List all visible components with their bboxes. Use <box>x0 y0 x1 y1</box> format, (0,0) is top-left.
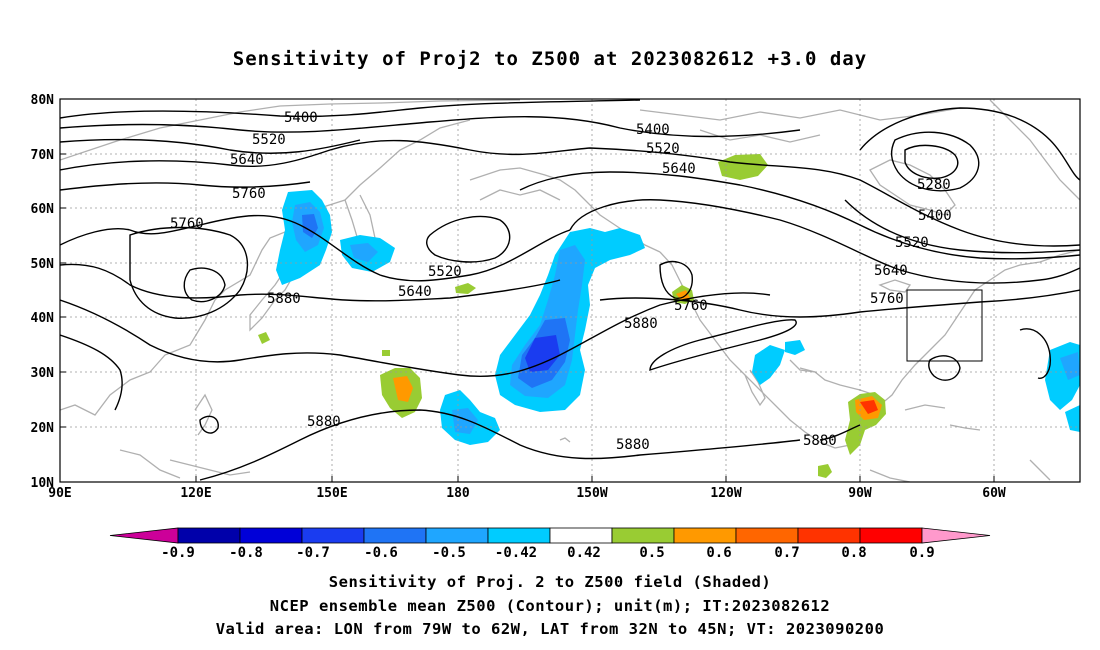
lon-label: 120E <box>180 486 211 501</box>
contour-label: 5880 <box>616 437 650 453</box>
colorbar-tick-label: 0.8 <box>841 545 866 560</box>
colorbar-tick-label: -0.6 <box>364 545 398 560</box>
lat-label: 80N <box>31 93 55 108</box>
lon-label: 90W <box>848 486 872 501</box>
contour-label: 5520 <box>895 235 929 251</box>
lat-label: 40N <box>31 311 55 326</box>
colorbar-segment <box>921 527 991 544</box>
lon-label: 120W <box>710 486 741 501</box>
colorbar-tick-label: 0.42 <box>567 545 601 560</box>
colorbar-segment <box>425 527 489 544</box>
lat-label: 30N <box>31 366 55 381</box>
colorbar-tick-label: -0.9 <box>161 545 195 560</box>
contour-label: 5520 <box>428 264 462 280</box>
lon-label: 90E <box>48 486 71 501</box>
lon-label: 150W <box>576 486 607 501</box>
lat-label: 60N <box>31 202 55 217</box>
colorbar-segment <box>487 527 551 544</box>
valid-area-box <box>906 289 983 362</box>
sensitivity-shading <box>258 154 1080 478</box>
lat-label: 70N <box>31 148 55 163</box>
grid-lines <box>60 99 1080 482</box>
map-frame <box>59 98 1081 483</box>
contour-label: 5640 <box>874 263 908 279</box>
contour-label: 5760 <box>232 186 266 202</box>
colorbar-segment <box>859 527 923 544</box>
contour-label: 5880 <box>307 414 341 430</box>
colorbar-tick-label: -0.42 <box>495 545 537 560</box>
contour-label: 5400 <box>636 122 670 138</box>
contour-label: 5760 <box>870 291 904 307</box>
colorbar-tick-label: -0.5 <box>432 545 466 560</box>
contour-label: 5760 <box>674 298 708 314</box>
caption-contour: NCEP ensemble mean Z500 (Contour); unit(… <box>269 597 831 615</box>
contour-label: 5400 <box>284 110 318 126</box>
contour-label: 5760 <box>170 216 204 232</box>
colorbar-segment <box>109 527 179 544</box>
longitude-labels: 90E 120E 150E 180 150W 120W 90W 60W <box>48 486 1006 501</box>
contour-label: 5880 <box>267 291 301 307</box>
lat-label: 50N <box>31 257 55 272</box>
colorbar-tick-label: -0.8 <box>229 545 263 560</box>
chart-title: Sensitivity of Proj2 to Z500 at 20230826… <box>232 48 868 70</box>
colorbar-segment <box>549 527 613 544</box>
contour-label: 5640 <box>662 161 696 177</box>
colorbar-segment <box>611 527 675 544</box>
lon-label: 60W <box>982 486 1006 501</box>
map-figure: 5400 5520 5640 5760 5760 5880 5400 5520 … <box>31 93 1081 560</box>
z500-contours <box>60 99 1080 481</box>
contour-label: 5880 <box>624 316 658 332</box>
lat-label: 20N <box>31 421 55 436</box>
contour-label: 5400 <box>918 208 952 224</box>
caption-shading: Sensitivity of Proj. 2 to Z500 field (Sh… <box>328 573 772 591</box>
caption-valid-area: Valid area: LON from 79W to 62W, LAT fro… <box>215 620 885 638</box>
lat-label: 10N <box>31 476 55 491</box>
colorbar <box>109 527 991 544</box>
axis-ticks <box>60 153 995 482</box>
colorbar-labels: -0.9 -0.8 -0.7 -0.6 -0.5 -0.42 0.42 0.5 … <box>161 545 935 560</box>
colorbar-tick-label: 0.6 <box>706 545 731 560</box>
contour-label: 5880 <box>803 433 837 449</box>
colorbar-tick-label: 0.7 <box>774 545 799 560</box>
colorbar-segment <box>363 527 427 544</box>
colorbar-segment <box>797 527 861 544</box>
colorbar-tick-label: 0.5 <box>639 545 664 560</box>
colorbar-segment <box>735 527 799 544</box>
colorbar-segment <box>239 527 303 544</box>
contour-labels: 5400 5520 5640 5760 5760 5880 5400 5520 … <box>170 110 952 453</box>
lon-label: 150E <box>316 486 347 501</box>
colorbar-tick-label: 0.9 <box>909 545 934 560</box>
contour-label: 5520 <box>646 141 680 157</box>
latitude-labels: 80N 70N 60N 50N 40N 30N 20N 10N <box>31 93 55 491</box>
contour-label: 5280 <box>917 177 951 193</box>
colorbar-tick-label: -0.7 <box>296 545 330 560</box>
contour-label: 5640 <box>230 152 264 168</box>
colorbar-segment <box>301 527 365 544</box>
lon-label: 180 <box>446 486 470 501</box>
contour-label: 5520 <box>252 132 286 148</box>
colorbar-segment <box>177 527 241 544</box>
contour-label: 5640 <box>398 284 432 300</box>
colorbar-segment <box>673 527 737 544</box>
